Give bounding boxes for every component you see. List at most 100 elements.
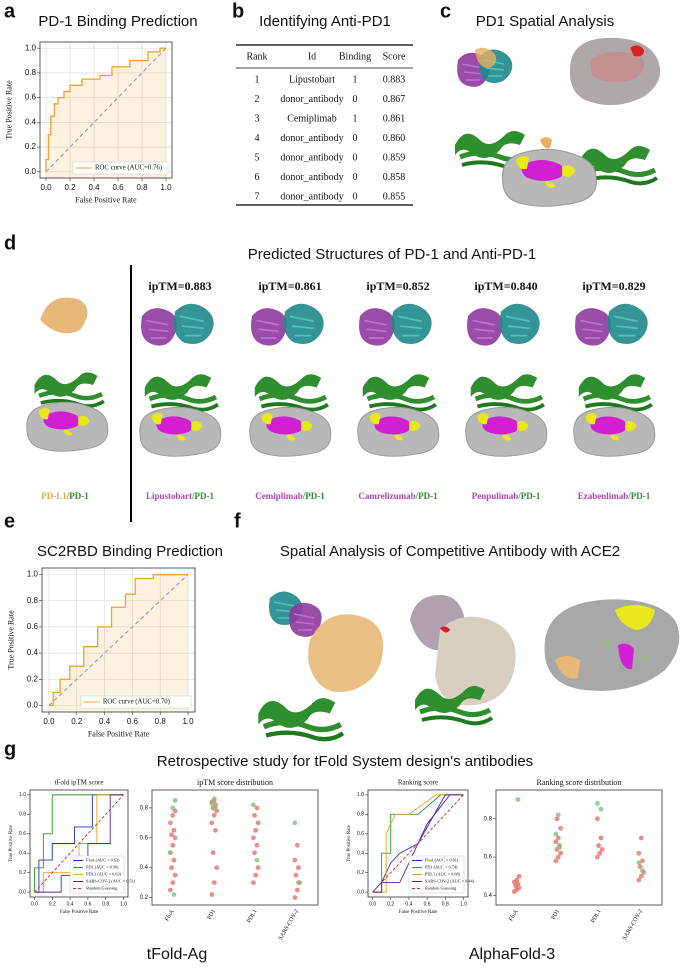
point <box>599 847 605 852</box>
method-label: AlphaFold-3 <box>469 946 555 963</box>
point <box>255 820 261 826</box>
x-tick-label: 0.6 <box>112 183 124 192</box>
structure-image <box>249 406 332 457</box>
x-tick-label: 0.0 <box>43 717 55 726</box>
point <box>171 857 177 863</box>
structure-image <box>40 297 88 334</box>
structure-image <box>357 406 440 457</box>
method-label: tFold-Ag <box>147 946 207 963</box>
plot-frame <box>39 41 173 179</box>
area <box>46 48 166 178</box>
point <box>167 820 173 826</box>
point <box>169 865 174 871</box>
structure-image <box>258 590 384 739</box>
y-tick-label: 0.8 <box>484 816 493 822</box>
column-header: Score <box>383 51 406 62</box>
plot-frame <box>41 567 196 713</box>
structure-label: Cemiplimab/PD-1 <box>255 491 325 501</box>
legend-label: Random Guessing <box>86 885 118 890</box>
structure-image <box>465 406 548 457</box>
structure-image <box>172 302 215 345</box>
reference-line <box>45 47 167 173</box>
table-cell: 0.855 <box>383 191 406 202</box>
point <box>296 880 301 885</box>
panel-title: Retrospective study for tFold System des… <box>157 753 533 770</box>
structure-image <box>363 374 436 409</box>
y-tick-label: 0.2 <box>27 674 39 683</box>
table-cell: donor_antibody <box>280 191 343 202</box>
point <box>296 865 301 871</box>
x-axis-label: False Positive Rate <box>88 730 150 739</box>
table-cell: 3 <box>255 113 260 124</box>
y-tick-label: 0.0 <box>25 167 37 176</box>
x-tick-label: 1.0 <box>182 717 194 726</box>
surface-image <box>410 595 516 723</box>
x-tick-label: 0.0 <box>40 183 52 192</box>
point <box>170 805 176 811</box>
y-tick-label: 0.0 <box>357 889 364 895</box>
plot-frame <box>29 789 129 898</box>
chart-title: PD-1 Binding Prediction <box>38 13 197 30</box>
point <box>597 850 603 856</box>
legend-label: Random Guessing <box>425 885 457 890</box>
point <box>516 873 522 879</box>
ligand-name: Penpulimab <box>472 491 519 501</box>
surface-image <box>544 599 680 691</box>
table-cell: Lipustobart <box>289 74 335 85</box>
point <box>554 816 560 822</box>
point <box>252 850 257 856</box>
point <box>169 832 174 838</box>
point <box>294 887 300 893</box>
point <box>553 858 559 864</box>
legend-label: SARS-COV-2 (AUC = 0.44) <box>425 878 475 883</box>
point <box>594 801 600 806</box>
area <box>48 574 189 712</box>
y-tick-label: 0.6 <box>140 835 149 841</box>
partner-name: /PD-1 <box>517 491 540 501</box>
table-cell: donor_antibody <box>280 152 343 163</box>
structure-image <box>35 372 104 406</box>
column-header: Binding <box>339 51 371 62</box>
point <box>558 825 564 831</box>
plot-frame <box>495 789 663 906</box>
point <box>167 850 173 856</box>
chart-title: tFold ipTM score <box>55 779 104 787</box>
y-tick-label: 0.4 <box>357 851 364 857</box>
legend-label: PD1 (AUC = 0.90) <box>86 864 119 869</box>
table-cell: 1 <box>353 74 358 85</box>
x-tick-label: 1.0 <box>120 901 127 907</box>
structure-image <box>390 302 433 345</box>
x-tick-label: 1.0 <box>160 183 172 192</box>
point <box>250 835 256 841</box>
y-tick-label: 0.8 <box>357 812 364 818</box>
y-tick-label: 0.6 <box>25 93 37 102</box>
structure-label: PD-L1/PD-1 <box>41 491 89 501</box>
y-tick-label: 0.8 <box>25 68 37 77</box>
structure-image <box>466 307 504 347</box>
y-tick-label: 0.4 <box>484 893 493 899</box>
x-tick-label: 0.2 <box>71 717 83 726</box>
point <box>555 812 561 818</box>
iptm-label: ipTM=0.840 <box>474 279 537 293</box>
structure-image <box>579 374 652 409</box>
chart-title: Ranking score distribution <box>537 778 622 787</box>
table-cell: 0 <box>353 191 358 202</box>
x-tick-label: 0.2 <box>64 183 76 192</box>
point <box>636 877 642 883</box>
y-tick-label: 0.8 <box>140 806 149 812</box>
panel-title: Spatial Analysis of Competitive Antibody… <box>280 543 620 560</box>
structure-image <box>574 307 612 347</box>
ligand-name: Cemiplimab <box>255 491 303 501</box>
x-tick-label: FluA <box>164 908 176 922</box>
x-tick-label: 0.8 <box>442 901 449 907</box>
point <box>211 880 217 885</box>
point <box>594 854 600 860</box>
table-cell: 2 <box>255 94 260 105</box>
y-tick-label: 1.0 <box>19 792 26 798</box>
structure-grid: PD-L1/PD-1 ipTM=0.883 Lipustobart/PD-1 ipTM… <box>26 279 656 501</box>
structure-image <box>498 302 541 345</box>
structure-image <box>250 307 288 347</box>
x-tick-label: 0.4 <box>88 183 100 192</box>
structure-image <box>26 401 109 452</box>
legend-label: FluA (AUC = 0.63) <box>86 857 120 862</box>
